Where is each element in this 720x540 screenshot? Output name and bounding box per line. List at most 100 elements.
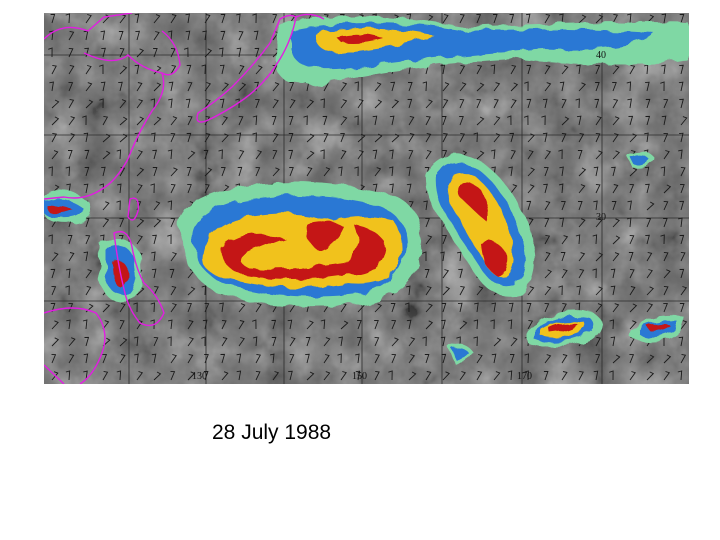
wind-barb [169, 268, 175, 279]
wind-barb [152, 149, 158, 160]
wind-barb [150, 183, 155, 194]
wind-barb [510, 184, 518, 194]
cloud-system-typhoon [178, 182, 423, 308]
wind-barb [576, 64, 581, 75]
wind-barb [558, 183, 564, 194]
wind-barb [441, 302, 447, 313]
wind-barb [340, 99, 348, 109]
wind-barb [99, 64, 104, 74]
wind-barb [595, 150, 603, 160]
wind-barb [136, 286, 145, 296]
wind-barb [170, 252, 178, 262]
wind-barb [82, 319, 88, 330]
wind-barb [473, 132, 478, 143]
wind-barb [187, 337, 194, 347]
wind-barb [252, 115, 258, 126]
wind-barb [338, 166, 343, 177]
wind-barb [235, 98, 240, 109]
cloud-layer-core [548, 322, 578, 333]
wind-barb [527, 150, 534, 160]
wind-barb [663, 132, 669, 143]
wind-barb [255, 166, 261, 177]
wind-barb [544, 234, 551, 245]
wind-barb [102, 337, 111, 347]
wind-barb [170, 370, 176, 381]
wind-barb [493, 371, 501, 381]
wind-barb [255, 303, 262, 313]
wind-barb [338, 336, 343, 347]
wind-barb [202, 30, 207, 41]
wind-barb [187, 183, 192, 194]
coastline-asia [44, 13, 165, 200]
wind-barb [102, 115, 109, 126]
wind-barb [408, 149, 414, 160]
wind-barb [663, 218, 668, 228]
wind-barb [153, 201, 161, 211]
wind-barb [101, 47, 106, 58]
wind-barb [389, 149, 394, 160]
wind-barb [406, 319, 412, 330]
wind-barb [476, 98, 482, 109]
wind-barb [252, 13, 257, 24]
wind-barb [355, 370, 361, 381]
wind-barb [595, 132, 601, 143]
wind-barb [425, 286, 432, 296]
wind-barb [595, 336, 601, 347]
wind-barb [83, 251, 89, 262]
wind-barb [473, 336, 478, 347]
wind-barb [423, 200, 428, 211]
wind-barb [272, 31, 279, 41]
wind-barb [49, 81, 54, 92]
wind-barb [203, 149, 209, 160]
wind-barb [151, 132, 156, 143]
wind-barb [204, 99, 211, 109]
wind-barb [458, 268, 463, 279]
wind-barb [68, 252, 75, 262]
wind-barb [408, 371, 417, 381]
wind-barb [204, 302, 210, 313]
wind-barb [306, 150, 315, 160]
wind-barb [323, 167, 331, 177]
wind-barb [646, 269, 653, 279]
wind-barb [170, 132, 176, 143]
wind-barb [609, 319, 614, 330]
wind-barb [595, 82, 600, 92]
wind-barb [541, 115, 546, 126]
wind-barb [575, 302, 581, 313]
wind-barb [153, 82, 162, 92]
wind-barb [679, 98, 684, 109]
wind-barb [51, 64, 57, 75]
wind-barb [50, 302, 56, 313]
wind-barb [252, 336, 258, 347]
wind-barb [577, 150, 583, 160]
wind-barb [680, 116, 688, 126]
wind-barb [153, 14, 161, 24]
wind-barb [680, 286, 688, 296]
wind-barb [544, 302, 550, 313]
wind-barb [442, 286, 451, 296]
wind-barb [238, 30, 244, 41]
wind-barb [612, 150, 620, 160]
wind-barb [442, 98, 449, 109]
wind-barb [578, 184, 586, 194]
wind-barb [646, 217, 652, 228]
wind-barb [219, 98, 225, 109]
wind-barb [679, 234, 685, 245]
wind-barb [83, 183, 89, 194]
wind-barb [576, 115, 582, 126]
wind-barb [595, 14, 604, 24]
wind-barb [425, 303, 433, 313]
wind-barb [645, 234, 650, 245]
wind-barb [645, 115, 651, 126]
wind-barb [542, 132, 548, 143]
wind-barb [612, 184, 619, 194]
wind-barb [116, 149, 122, 160]
wind-barb [133, 302, 138, 313]
wind-barb [646, 201, 655, 211]
wind-barb [187, 286, 196, 296]
wind-barb [611, 201, 617, 211]
wind-barb [646, 354, 655, 364]
wind-barb [493, 337, 502, 347]
wind-barb [510, 337, 518, 347]
wind-barb [594, 98, 600, 109]
